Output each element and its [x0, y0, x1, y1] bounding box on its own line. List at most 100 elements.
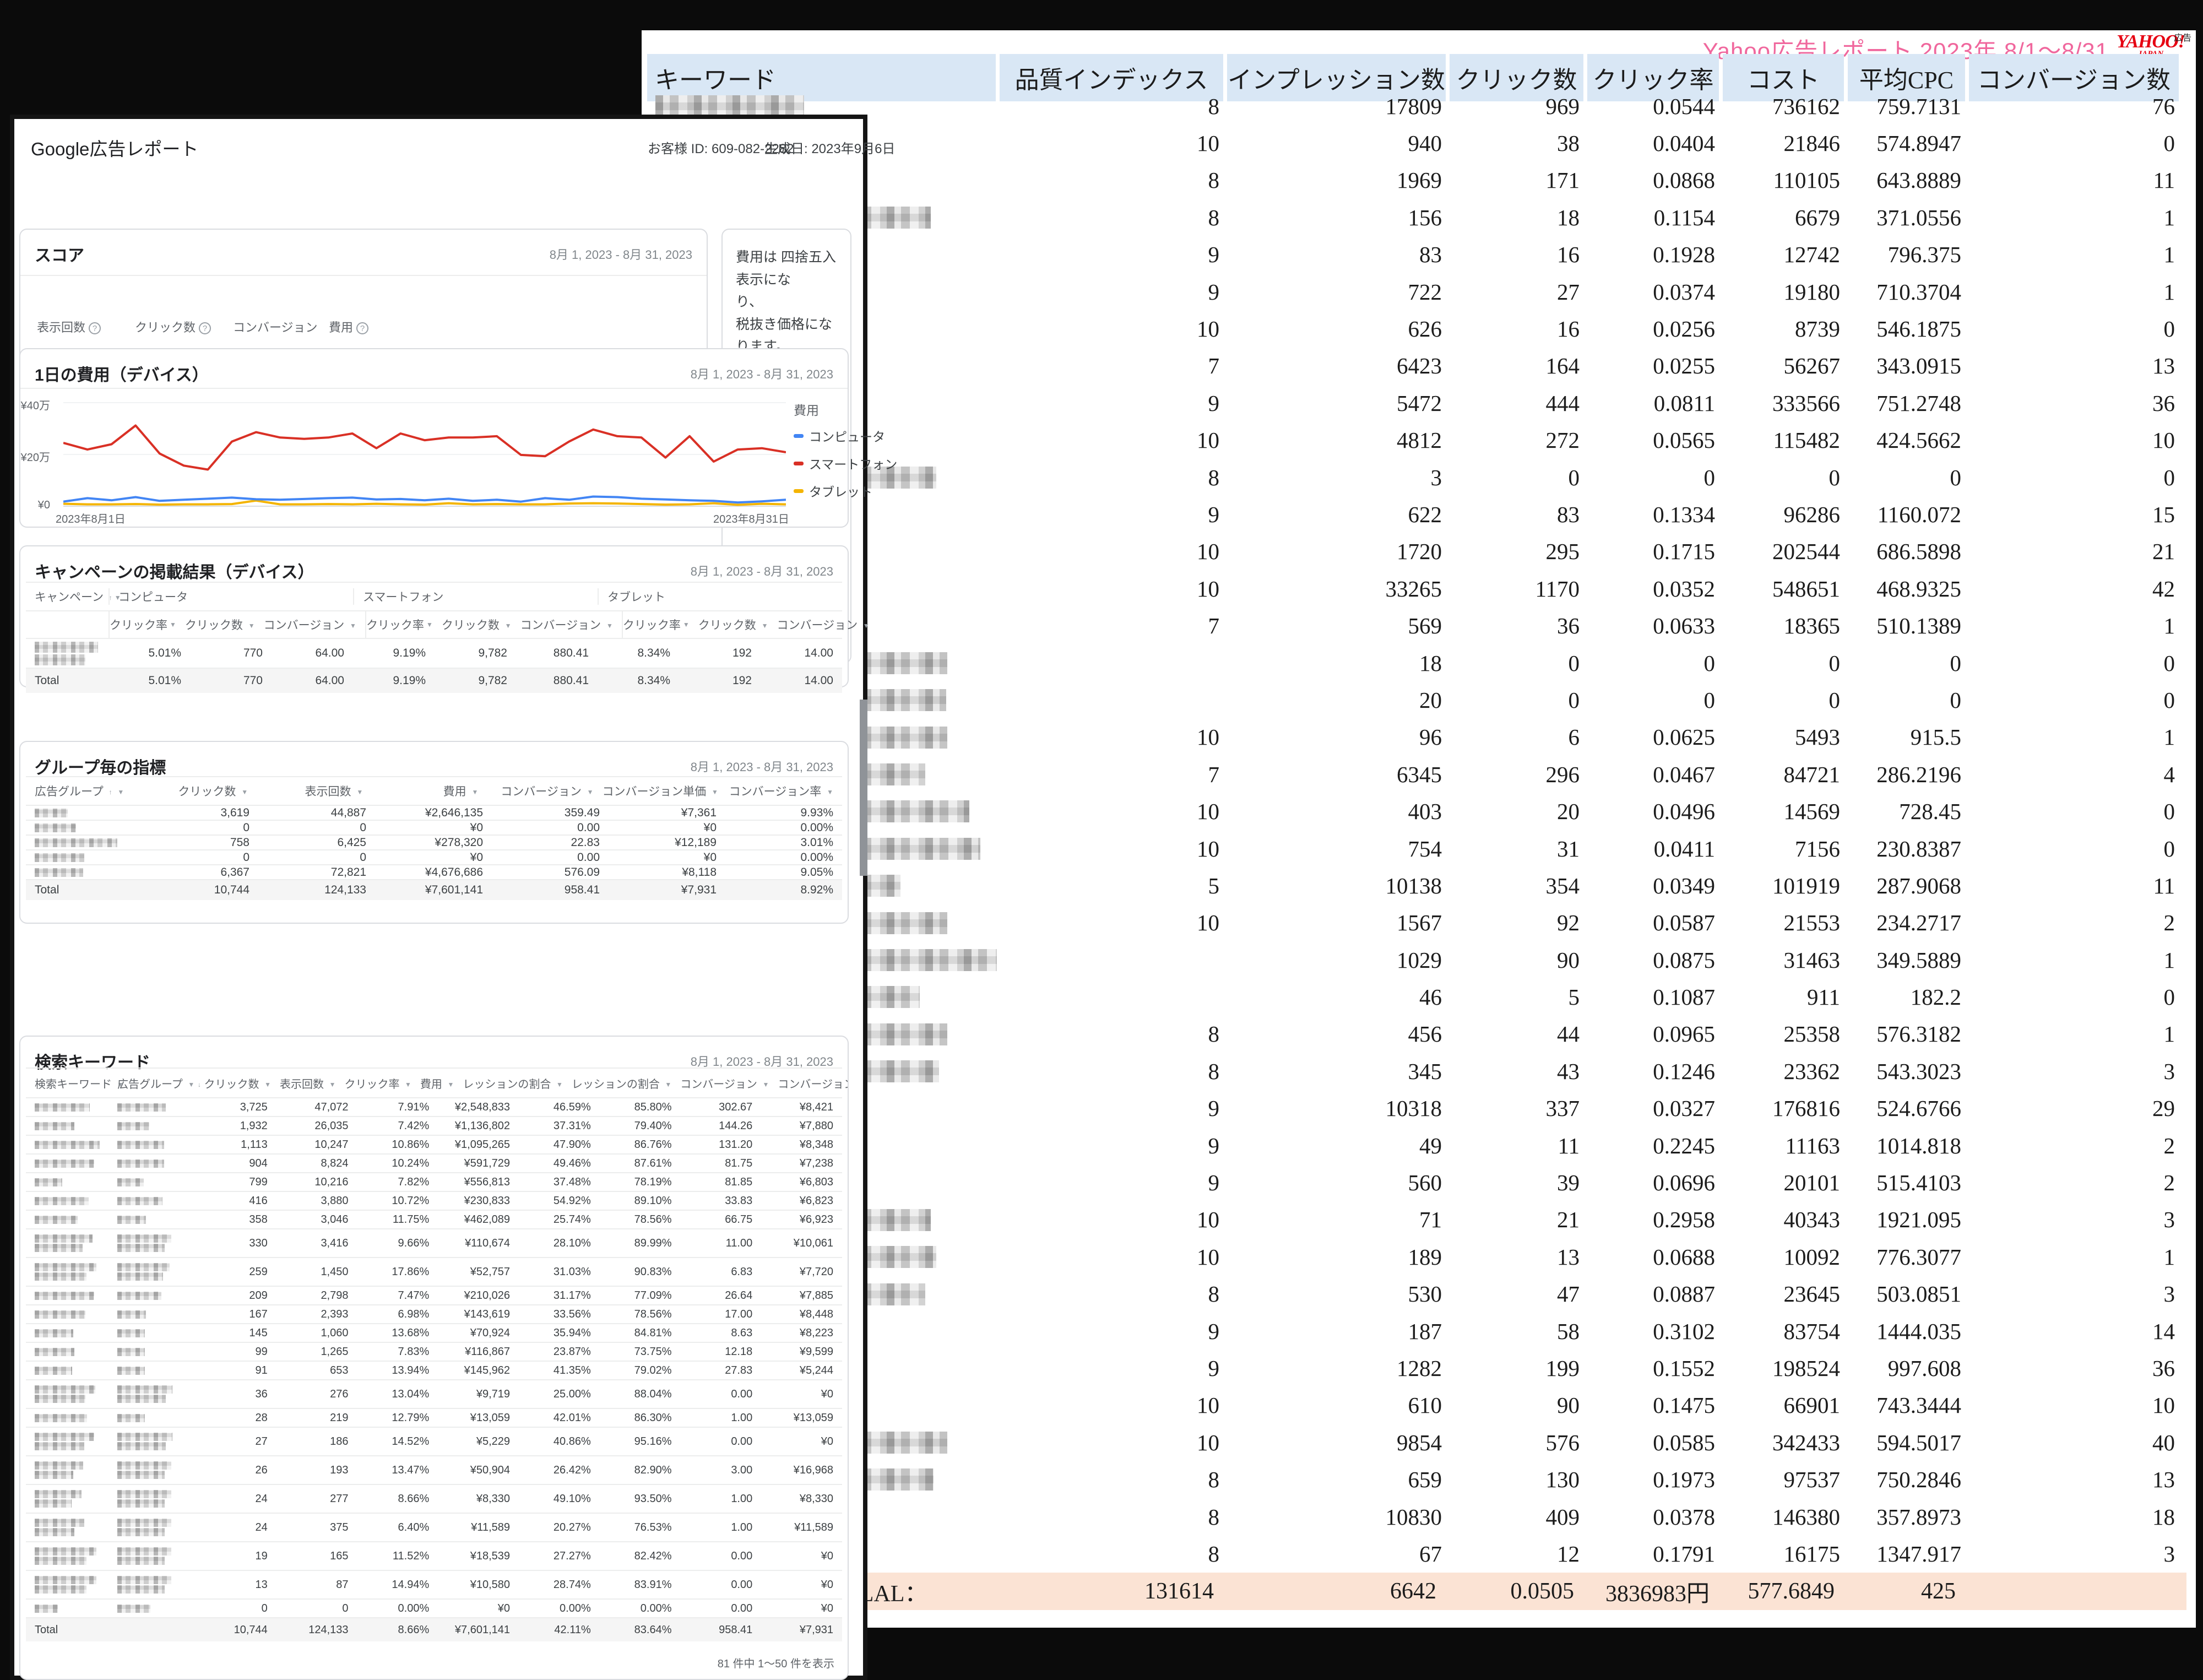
keywords-col-header-6[interactable]: レッションの割合 ▼	[463, 1078, 563, 1091]
yahoo-table-row[interactable]: 8 1969 171 0.0868 110105 643.8889 11	[642, 162, 2196, 199]
help-icon[interactable]: ?	[199, 322, 211, 335]
yahoo-column-header-1[interactable]: 品質インデックス	[1000, 54, 1223, 101]
keyword-row[interactable]: 26 193 13.47% ¥50,904 26.42% 82.90% 3.00 ¥16,96…	[26, 1455, 842, 1484]
legend-item-0[interactable]: コンピュータ	[794, 426, 897, 445]
yahoo-table-row[interactable]: 9 722 27 0.0374 19180 710.3704 1	[642, 273, 2196, 310]
group-row[interactable]: 0 0 ¥0 0.00 ¥0 0.00%	[26, 849, 842, 864]
keyword-row[interactable]: 330 3,416 9.66% ¥110,674 28.10% 89.99% 11.00 ¥1…	[26, 1228, 842, 1257]
yahoo-column-header-7[interactable]: コンバージョン数	[1969, 54, 2179, 101]
keyword-row[interactable]: 28 219 12.79% ¥13,059 42.01% 86.30% 1.00 ¥13,05…	[26, 1408, 842, 1427]
yahoo-table-row[interactable]: 8 456 44 0.0965 25358 576.3182 1	[642, 1016, 2196, 1053]
group-col-header-4[interactable]: コンバージョン ▼	[501, 785, 594, 798]
subcol-header[interactable]: コンバージョン ▼	[263, 619, 356, 632]
keyword-row[interactable]: 259 1,450 17.86% ¥52,757 31.03% 90.83% 6.83 ¥7,…	[26, 1257, 842, 1286]
keywords-col-header-8[interactable]: コンバージョン ▼	[680, 1078, 769, 1091]
group-col-header-2[interactable]: 表示回数 ▼	[305, 785, 363, 798]
yahoo-table-row[interactable]: 9 560 39 0.0696 20101 515.4103 2	[642, 1164, 2196, 1201]
group-row[interactable]: 758 6,425 ¥278,320 22.83 ¥12,189 3.01%	[26, 834, 842, 849]
subcol-header[interactable]: クリック率 ▼	[365, 611, 442, 638]
group-row[interactable]: 3,619 44,887 ¥2,646,135 359.49 ¥7,361 9.93%	[26, 805, 842, 820]
subcol-header[interactable]: クリック数 ▼	[698, 619, 768, 632]
keywords-col-header-5[interactable]: 費用 ▼	[420, 1078, 454, 1091]
yahoo-table-row[interactable]: 9 1282 199 0.1552 198524 997.608 36	[642, 1350, 2196, 1386]
yahoo-table-row[interactable]: 9 83 16 0.1928 12742 796.375 1	[642, 236, 2196, 273]
keyword-row[interactable]: 799 10,216 7.82% ¥556,813 37.48% 78.19% 81.85 ¥…	[26, 1172, 842, 1191]
keyword-row[interactable]: 36 276 13.04% ¥9,719 25.00% 88.04% 0.00 ¥0	[26, 1379, 842, 1408]
group-col-header-1[interactable]: クリック数 ▼	[178, 785, 248, 798]
keywords-total-row[interactable]: Total 10,744 124,133 8.66% ¥7,601,141 42.11% 8…	[26, 1617, 842, 1641]
keyword-row[interactable]: 416 3,880 10.72% ¥230,833 54.92% 89.10% 33.83 ¥…	[26, 1191, 842, 1210]
keyword-row[interactable]: 24 375 6.40% ¥11,589 20.27% 76.53% 1.00 ¥11,589	[26, 1513, 842, 1541]
yahoo-table-row[interactable]: 8 67 12 0.1791 16175 1347.917 3	[642, 1535, 2196, 1572]
pagination-status[interactable]: 81 件中 1～50 件を表示	[717, 1658, 834, 1670]
keyword-row[interactable]: 3,725 47,072 7.91% ¥2,548,833 46.59% 85.80% 30…	[26, 1097, 842, 1116]
keyword-row[interactable]: 0 0 0.00% ¥0 0.00% 0.00% 0.00 ¥0	[26, 1598, 842, 1617]
yahoo-table-row[interactable]: 10 403 20 0.0496 14569 728.45 0	[642, 793, 2196, 830]
yahoo-table-row[interactable]: 7 6423 164 0.0255 56267 343.0915 13	[642, 348, 2196, 384]
keyword-row[interactable]: 19 165 11.52% ¥18,539 27.27% 82.42% 0.00 ¥0	[26, 1541, 842, 1570]
keywords-col-header-9[interactable]: コンバージョン単価 ▼	[778, 1078, 848, 1091]
device-group-header-2[interactable]: タブレット	[598, 588, 842, 605]
keyword-row[interactable]: 904 8,824 10.24% ¥591,729 49.46% 87.61% 81.75 ¥…	[26, 1153, 842, 1172]
subcol-header[interactable]: クリック率 ▼	[108, 611, 185, 638]
device-group-header-1[interactable]: スマートフォン	[353, 588, 598, 605]
yahoo-table-row[interactable]: 10 1720 295 0.1715 202544 686.5898 21	[642, 533, 2196, 570]
yahoo-table-row[interactable]: 1029 90 0.0875 31463 349.5889 1	[642, 941, 2196, 978]
yahoo-table-row[interactable]: 9 10318 337 0.0327 176816 524.6766 29	[642, 1090, 2196, 1127]
yahoo-table-row[interactable]: 20 0 0 0 0 0	[642, 681, 2196, 718]
yahoo-table-row[interactable]: 10 610 90 0.1475 66901 743.3444 10	[642, 1387, 2196, 1424]
subcol-header[interactable]: クリック数 ▼	[441, 619, 512, 632]
yahoo-total-row[interactable]: TOLAL： 131614 6642 0.0505 3836983円 577.6…	[647, 1573, 2186, 1610]
keyword-row[interactable]: 358 3,046 11.75% ¥462,089 25.74% 78.56% 66.75 ¥…	[26, 1210, 842, 1228]
keyword-row[interactable]: 99 1,265 7.83% ¥116,867 23.87% 73.75% 12.18 ¥9,…	[26, 1342, 842, 1361]
yahoo-table-row[interactable]: 10 1567 92 0.0587 21553 234.2717 2	[642, 904, 2196, 941]
help-icon[interactable]: ?	[89, 322, 101, 335]
yahoo-table-row[interactable]: 10 96 6 0.0625 5493 915.5 1	[642, 719, 2196, 756]
help-icon[interactable]: ?	[356, 322, 369, 335]
keywords-col-header-7[interactable]: レッションの割合 ▼	[571, 1078, 672, 1091]
yahoo-column-header-3[interactable]: クリック数	[1450, 54, 1583, 101]
subcol-header[interactable]: クリック率 ▼	[621, 611, 698, 638]
group-col-header-3[interactable]: 費用 ▼	[443, 785, 479, 798]
legend-item-2[interactable]: タブレット	[794, 481, 897, 500]
legend-item-1[interactable]: スマートフォン	[794, 454, 897, 473]
yahoo-column-header-2[interactable]: インプレッション数	[1227, 54, 1446, 101]
yahoo-table-row[interactable]: 10 754 31 0.0411 7156 230.8387 0	[642, 830, 2196, 867]
group-col-header-5[interactable]: コンバージョン単価 ▼	[602, 785, 718, 798]
group-col-header-0[interactable]: 広告グループ ↑ ▼	[35, 785, 124, 798]
yahoo-table-row[interactable]: 10 71 21 0.2958 40343 1921.095 3	[642, 1201, 2196, 1238]
yahoo-table-row[interactable]: 8 156 18 0.1154 6679 371.0556 1	[642, 199, 2196, 236]
keywords-col-header-2[interactable]: ↓ クリック数 ▼	[198, 1078, 272, 1091]
window-scrollbar-thumb[interactable]	[860, 700, 867, 876]
yahoo-table-row[interactable]: 8 17809 969 0.0544 736162 759.7131 76	[642, 88, 2196, 124]
subcol-header[interactable]: コンバージョン ▼	[777, 619, 870, 632]
keyword-row[interactable]: 24 277 8.66% ¥8,330 49.10% 93.50% 1.00 ¥8,330	[26, 1484, 842, 1513]
group-row[interactable]: 6,367 72,821 ¥4,676,686 576.09 ¥8,118 9.05%	[26, 864, 842, 879]
subcol-header[interactable]: クリック数 ▼	[185, 619, 255, 632]
campaign-col-header[interactable]: キャンペーン ↑ ▼	[35, 591, 121, 604]
keyword-row[interactable]: 1,932 26,035 7.42% ¥1,136,802 37.31% 79.40% 14…	[26, 1116, 842, 1135]
yahoo-table-row[interactable]: 8 530 47 0.0887 23645 503.0851 3	[642, 1276, 2196, 1313]
yahoo-table-row[interactable]: 10 33265 1170 0.0352 548651 468.9325 42	[642, 570, 2196, 607]
keyword-row[interactable]: 91 653 13.94% ¥145,962 41.35% 79.02% 27.83 ¥5,2…	[26, 1361, 842, 1379]
keywords-col-header-1[interactable]: 広告グループ ▼	[117, 1078, 195, 1091]
keyword-row[interactable]: 209 2,798 7.47% ¥210,026 31.17% 77.09% 26.64 ¥7…	[26, 1286, 842, 1304]
group-row[interactable]: 0 0 ¥0 0.00 ¥0 0.00%	[26, 820, 842, 834]
yahoo-table-row[interactable]: 8 659 130 0.1973 97537 750.2846 13	[642, 1461, 2196, 1498]
campaign-total-row[interactable]: Total 5.01% 770 64.00 9.19% 9,782 880.41 8.34% 1…	[26, 668, 842, 693]
yahoo-table-row[interactable]: 10 189 13 0.0688 10092 776.3077 1	[642, 1238, 2196, 1275]
group-total-row[interactable]: Total 10,744 124,133 ¥7,601,141 958.41 ¥7,931…	[26, 879, 842, 900]
yahoo-table-row[interactable]: 5 10138 354 0.0349 101919 287.9068 11	[642, 867, 2196, 904]
yahoo-column-header-0[interactable]: キーワード	[647, 54, 996, 101]
yahoo-table-row[interactable]: 9 49 11 0.2245 11163 1014.818 2	[642, 1127, 2196, 1164]
yahoo-table-row[interactable]: 8 10830 409 0.0378 146380 357.8973 18	[642, 1498, 2196, 1535]
yahoo-table-row[interactable]: 10 9854 576 0.0585 342433 594.5017 40	[642, 1424, 2196, 1461]
yahoo-table-row[interactable]: 18 0 0 0 0 0	[642, 644, 2196, 681]
yahoo-table-row[interactable]: 46 5 0.1087 911 182.2 0	[642, 978, 2196, 1015]
yahoo-column-header-4[interactable]: クリック率	[1587, 54, 1719, 101]
keywords-col-header-3[interactable]: 表示回数 ▼	[280, 1078, 336, 1091]
keyword-row[interactable]: 1,113 10,247 10.86% ¥1,095,265 47.90% 86.76% 1…	[26, 1135, 842, 1153]
keywords-col-header-4[interactable]: クリック率 ▼	[344, 1078, 411, 1091]
yahoo-table-row[interactable]: 9 187 58 0.3102 83754 1444.035 14	[642, 1313, 2196, 1350]
keyword-row[interactable]: 145 1,060 13.68% ¥70,924 35.94% 84.81% 8.63 ¥8,…	[26, 1323, 842, 1342]
